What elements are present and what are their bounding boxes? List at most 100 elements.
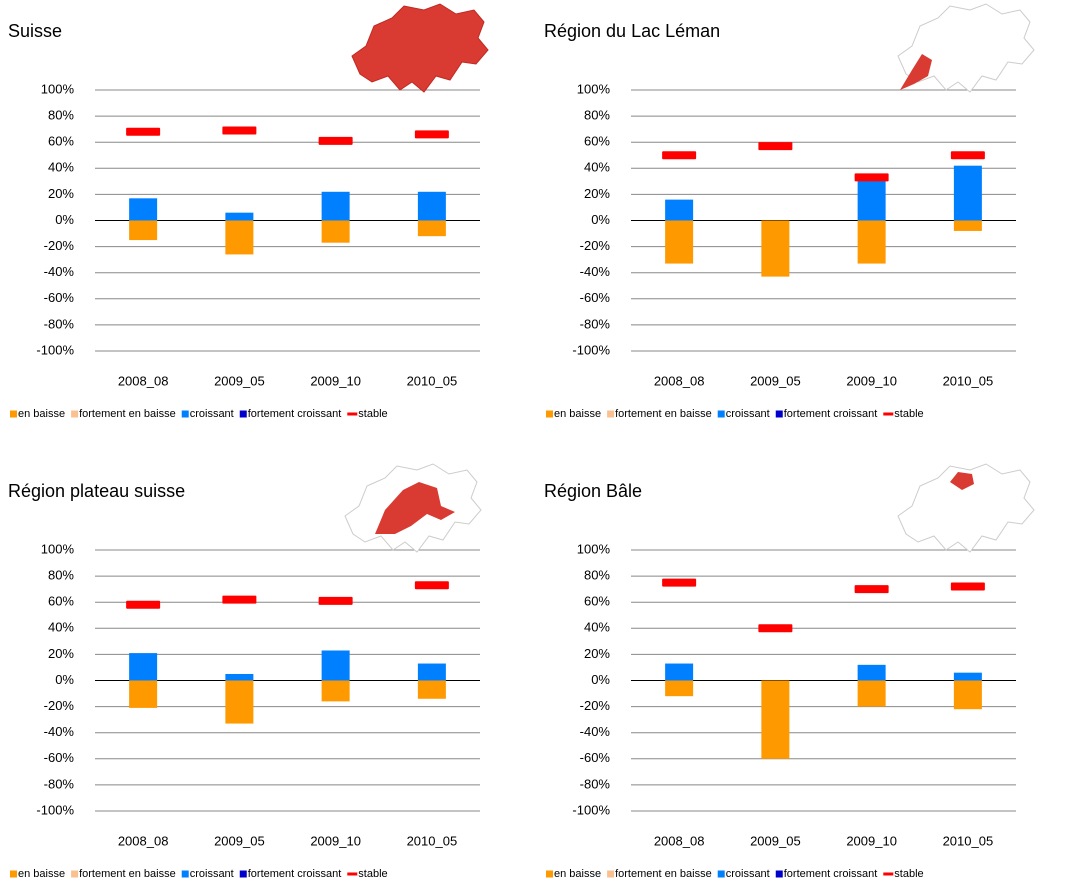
- y-tick-label: -60%: [44, 750, 75, 765]
- y-tick-label: 0%: [591, 212, 610, 227]
- stable-marker: [318, 136, 353, 145]
- x-tick-label: 2009_05: [214, 833, 265, 848]
- x-tick-label: 2008_08: [118, 833, 169, 848]
- y-tick-label: 60%: [48, 594, 74, 609]
- y-tick-label: 40%: [48, 620, 74, 635]
- bar: [321, 680, 350, 702]
- legend-label: fortement en baisse: [79, 408, 176, 420]
- bar: [953, 680, 982, 710]
- bar: [321, 650, 350, 681]
- map-bale: [897, 463, 1035, 553]
- x-tick-label: 2010_05: [943, 833, 994, 848]
- legend-label: croissant: [726, 408, 770, 420]
- bar: [857, 680, 886, 707]
- legend-label: en baisse: [18, 868, 65, 880]
- y-tick-label: 20%: [584, 646, 610, 661]
- legend-swatch: [239, 870, 247, 878]
- legend-swatch: [181, 410, 189, 418]
- legend-swatch: [71, 410, 79, 418]
- legend-swatch: [181, 870, 189, 878]
- stable-marker: [662, 578, 697, 587]
- legend-swatch: [775, 870, 783, 878]
- x-tick-label: 2009_10: [310, 833, 361, 848]
- bar: [321, 191, 350, 221]
- legend-swatch: [546, 870, 553, 878]
- y-tick-label: -80%: [44, 316, 75, 331]
- y-tick-label: -60%: [580, 290, 611, 305]
- y-tick-label: 20%: [48, 186, 74, 201]
- bar: [665, 663, 694, 681]
- bar: [225, 680, 254, 724]
- bar: [761, 220, 790, 277]
- map-suisse: [351, 3, 489, 93]
- y-tick-label: -80%: [580, 776, 611, 791]
- bar: [953, 165, 982, 221]
- y-tick-label: 100%: [577, 81, 611, 96]
- legend-label: stable: [894, 408, 923, 420]
- legend-swatch: [607, 410, 615, 418]
- legend-label: fortement croissant: [248, 868, 342, 880]
- stable-marker: [950, 151, 985, 160]
- legend-swatch: [71, 870, 79, 878]
- stable-marker: [222, 595, 257, 604]
- bar: [665, 680, 694, 697]
- chart-title: Région du Lac Léman: [544, 21, 720, 41]
- bar: [857, 664, 886, 681]
- y-tick-label: -100%: [572, 342, 610, 357]
- legend-label: fortement en baisse: [615, 408, 712, 420]
- y-tick-label: -80%: [44, 776, 75, 791]
- stable-marker: [662, 151, 697, 160]
- chart-title: Suisse: [8, 21, 62, 41]
- bar: [417, 220, 446, 237]
- y-tick-label: -20%: [580, 238, 611, 253]
- legend-swatch: [717, 410, 725, 418]
- y-tick-label: -20%: [44, 238, 75, 253]
- y-tick-label: 0%: [55, 212, 74, 227]
- bar: [321, 220, 350, 243]
- bar: [857, 178, 886, 221]
- bar: [417, 191, 446, 221]
- y-tick-label: 80%: [584, 108, 610, 123]
- legend-label: fortement croissant: [784, 408, 878, 420]
- stable-marker: [126, 600, 161, 609]
- y-tick-label: 40%: [48, 160, 74, 175]
- x-tick-label: 2009_05: [214, 373, 265, 388]
- bar: [129, 653, 158, 681]
- y-tick-label: 40%: [584, 160, 610, 175]
- bar: [129, 680, 158, 708]
- y-tick-label: -40%: [580, 724, 611, 739]
- legend-swatch: [717, 870, 725, 878]
- bar: [953, 672, 982, 681]
- y-tick-label: -40%: [580, 264, 611, 279]
- legend-swatch: [775, 410, 783, 418]
- stable-marker: [318, 596, 353, 605]
- legend-label: en baisse: [18, 408, 65, 420]
- stable-marker: [758, 624, 793, 633]
- bar: [225, 212, 254, 221]
- bar: [665, 199, 694, 221]
- x-tick-label: 2009_05: [750, 833, 801, 848]
- y-tick-label: 80%: [48, 108, 74, 123]
- bar: [129, 198, 158, 221]
- stable-marker: [414, 130, 449, 139]
- bar: [665, 220, 694, 264]
- x-tick-label: 2008_08: [118, 373, 169, 388]
- stable-marker: [854, 173, 889, 182]
- bar: [953, 220, 982, 231]
- y-tick-label: 100%: [41, 541, 75, 556]
- stable-marker: [222, 126, 257, 135]
- y-tick-label: 60%: [584, 594, 610, 609]
- stable-marker: [126, 127, 161, 136]
- x-tick-label: 2008_08: [654, 833, 705, 848]
- legend-swatch: [607, 870, 615, 878]
- legend-label: croissant: [190, 868, 234, 880]
- legend-swatch: [546, 410, 553, 418]
- legend-label: en baisse: [554, 408, 601, 420]
- stable-marker: [414, 581, 449, 590]
- legend-label: fortement croissant: [784, 868, 878, 880]
- map-leman: [897, 3, 1035, 93]
- bar: [129, 220, 158, 241]
- bar: [225, 673, 254, 681]
- x-tick-label: 2009_05: [750, 373, 801, 388]
